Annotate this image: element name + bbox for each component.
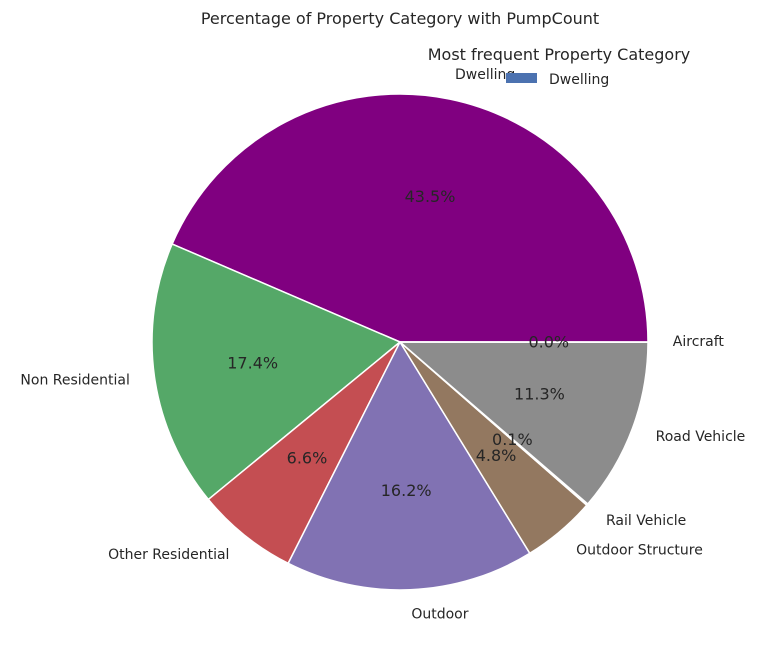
pct-label-aircraft: 0.0%	[528, 333, 569, 352]
slice-label-road-vehicle: Road Vehicle	[656, 429, 746, 445]
slice-label-non-residential: Non Residential	[20, 372, 129, 388]
pct-label-dwelling: 43.5%	[405, 187, 456, 206]
slice-label-outdoor-structure: Outdoor Structure	[576, 542, 703, 558]
pct-label-non-residential: 17.4%	[227, 353, 278, 372]
slice-label-rail-vehicle: Rail Vehicle	[606, 513, 686, 529]
pie-slices	[152, 94, 648, 590]
slice-label-other-residential: Other Residential	[108, 547, 229, 563]
pct-label-road-vehicle: 11.3%	[514, 384, 565, 403]
slice-label-outdoor: Outdoor	[411, 607, 468, 623]
pct-label-other-residential: 6.6%	[287, 449, 328, 468]
slice-label-aircraft: Aircraft	[673, 334, 725, 350]
legend-title: Most frequent Property Category	[428, 45, 691, 64]
pct-label-outdoor: 16.2%	[381, 481, 432, 500]
pct-label-rail-vehicle: 0.1%	[492, 430, 533, 449]
legend-label-dwelling: Dwelling	[549, 72, 609, 88]
chart-title: Percentage of Property Category with Pum…	[201, 9, 599, 28]
legend-swatch-dwelling	[506, 73, 537, 83]
